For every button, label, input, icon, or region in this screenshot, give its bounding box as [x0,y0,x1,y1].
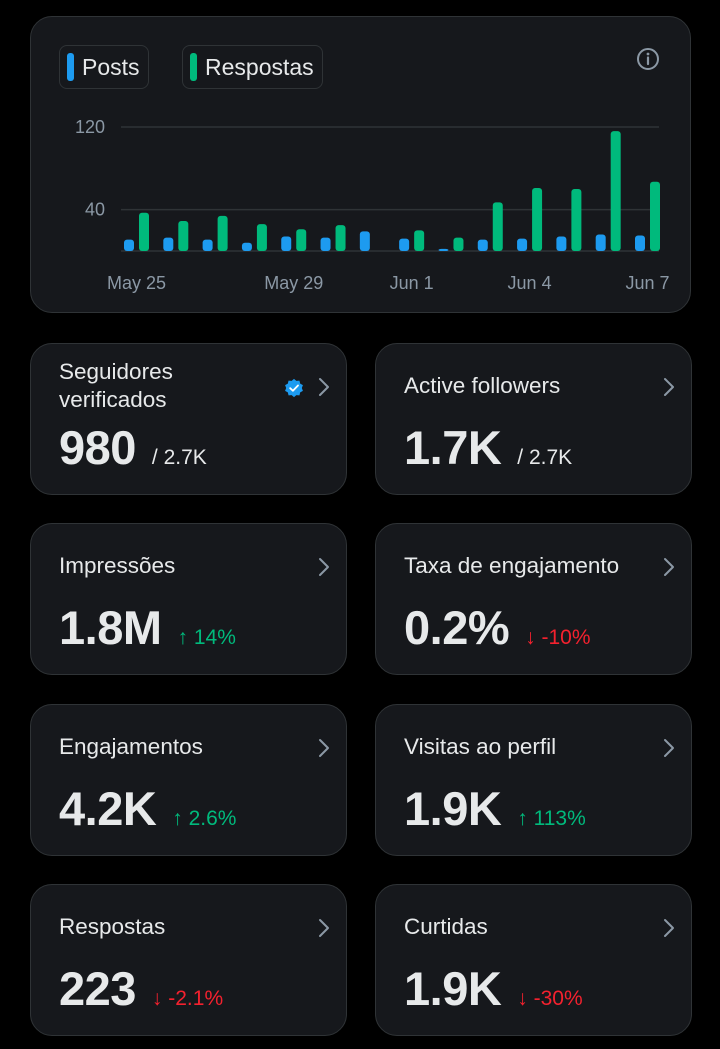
bar-respostas-jun-3[interactable] [492,202,503,251]
stat-card-engajamentos[interactable]: Engajamentos 4.2K ↑ 2.6% [30,704,347,856]
stat-total: / 2.7K [151,446,207,469]
bar-posts-may-30[interactable] [320,237,331,251]
bar-posts-jun-3[interactable] [477,239,488,251]
bar-posts-jun-2[interactable] [438,248,449,251]
stat-delta: ↑ 14% [177,626,236,649]
stat-label: Taxa de engajamento [404,553,620,578]
stat-value-row: 1.7K / 2.7K [404,420,572,475]
stat-card-impressoes[interactable]: Impressões 1.8M ↑ 14% [30,523,347,675]
bar-respostas-jun-4[interactable] [532,187,543,251]
stat-value: 4.2K [59,782,157,835]
x-tick-label: Jun 1 [390,273,434,293]
stat-label: Engajamentos [59,734,203,759]
y-tick-label: 40 [85,200,105,220]
stat-value: 1.9K [404,962,502,1015]
stat-card-visitas-ao-perfil[interactable]: Visitas ao perfil 1.9K ↑ 113% [375,704,692,856]
stat-value: 1.8M [59,601,162,654]
bar-respostas-jun-2[interactable] [453,237,464,251]
bar-chart: 120 40 May 25 May 29 Jun 1 Jun 4 Jun 7 [75,117,670,293]
stat-value-row: 4.2K ↑ 2.6% [59,781,236,836]
chevron-right-icon[interactable] [661,917,677,939]
chevron-right-icon[interactable] [316,376,332,398]
bar-respostas-jun-5[interactable] [571,189,582,251]
stat-delta: ↓ -2.1% [151,987,224,1010]
stat-card-taxa-de-engajamento[interactable]: Taxa de engajamento 0.2% ↓ -10% [375,523,692,675]
bar-respostas-may-29[interactable] [296,229,307,251]
stat-card-respostas[interactable]: Respostas 223 ↓ -2.1% [30,884,347,1036]
chevron-right-icon[interactable] [661,556,677,578]
y-tick-label: 120 [75,117,105,137]
stat-total: / 2.7K [517,446,573,469]
bar-posts-may-25[interactable] [124,239,134,251]
stat-delta: ↓ -30% [517,987,583,1010]
stat-label: Seguidores verificados [59,359,173,412]
stat-value: 980 [59,421,136,474]
legend-label: Respostas [205,53,314,80]
bar-respostas-may-28[interactable] [256,224,267,251]
stat-value-row: 1.8M ↑ 14% [59,600,236,655]
bar-posts-may-27[interactable] [202,239,213,251]
stat-label: Visitas ao perfil [404,734,557,759]
bar-respostas-may-25[interactable] [139,212,149,251]
bar-posts-jun-1[interactable] [399,238,410,251]
bar-respostas-jun-6[interactable] [610,131,621,251]
bar-posts-may-29[interactable] [281,236,292,251]
bar-respostas-may-26[interactable] [178,221,189,251]
stat-delta: ↑ 2.6% [172,807,237,830]
stat-value: 0.2% [404,601,510,654]
bar-posts-may-26[interactable] [163,237,174,251]
chart-card: Posts Respostas 120 40 May 25 May 29 Jun 1 Ju… [30,16,691,313]
chevron-right-icon[interactable] [316,556,332,578]
bar-respostas-may-30[interactable] [335,225,346,251]
bar-respostas-jun-7[interactable] [650,181,660,251]
bar-posts-jun-5[interactable] [556,236,567,251]
x-tick-label: Jun 4 [508,273,552,293]
info-icon[interactable] [636,47,660,71]
stat-card-curtidas[interactable]: Curtidas 1.9K ↓ -30% [375,884,692,1036]
stat-label: Curtidas [404,914,488,939]
stat-value-row: 223 ↓ -2.1% [59,961,223,1016]
x-tick-label: Jun 7 [625,273,669,293]
bar-respostas-may-27[interactable] [217,215,228,251]
stat-label: Respostas [59,914,166,939]
stat-label: Active followers [404,373,561,398]
legend-respostas[interactable]: Respostas [182,45,323,89]
legend-label: Posts [82,53,140,80]
stat-value-row: 980 / 2.7K [59,420,207,475]
stat-label: Impressões [59,553,176,578]
stat-value: 1.9K [404,782,502,835]
stat-value-row: 0.2% ↓ -10% [404,600,591,655]
x-tick-label: May 29 [264,273,323,293]
bar-posts-jun-7[interactable] [635,235,645,252]
legend-swatch-posts [67,53,74,81]
bar-posts-jun-4[interactable] [517,238,528,251]
stat-card-active-followers[interactable]: Active followers 1.7K / 2.7K [375,343,692,495]
verified-badge-icon [285,378,303,398]
legend-posts[interactable]: Posts [59,45,149,89]
bar-posts-may-28[interactable] [241,242,252,251]
chevron-right-icon[interactable] [316,737,332,759]
stat-value-row: 1.9K ↓ -30% [404,961,583,1016]
bar-respostas-jun-1[interactable] [414,230,425,251]
bar-posts-may-31[interactable] [359,231,370,251]
stat-value-row: 1.9K ↑ 113% [404,781,586,836]
legend-swatch-respostas [190,53,197,81]
bar-posts-jun-6[interactable] [595,234,606,251]
chevron-right-icon[interactable] [316,917,332,939]
stat-delta: ↓ -10% [525,626,591,649]
chevron-right-icon[interactable] [661,737,677,759]
stat-delta: ↑ 113% [517,807,586,830]
stat-value: 223 [59,962,136,1015]
chevron-right-icon[interactable] [661,376,677,398]
x-tick-label: May 25 [107,273,166,293]
stat-value: 1.7K [404,421,502,474]
stat-card-seguidores-verificados[interactable]: Seguidores verificados 980 / 2.7K [30,343,347,495]
